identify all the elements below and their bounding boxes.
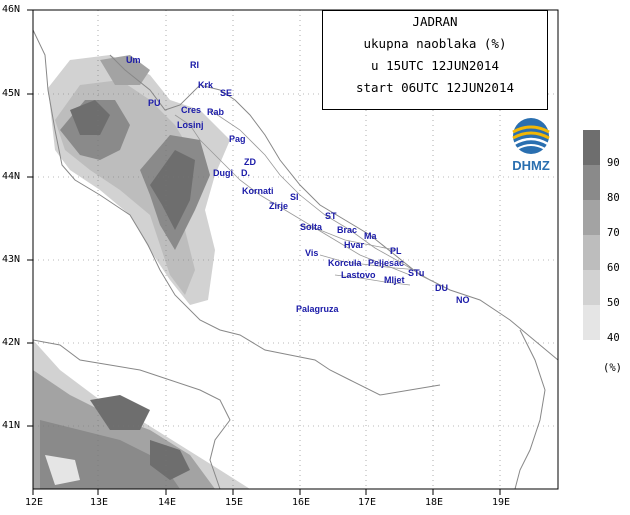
lat-label-42n: 42N — [2, 337, 21, 348]
place-pag: Pag — [229, 134, 246, 144]
place-ma: Ma — [364, 231, 377, 241]
logo-text: DHMZ — [512, 158, 550, 173]
place-no: NO — [456, 295, 470, 305]
lon-label-12e: 12E — [25, 497, 44, 508]
place-pu: PU — [148, 98, 161, 108]
place-rab: Rab — [207, 107, 225, 117]
legend-swatch-40 — [583, 305, 600, 340]
dhmz-emblem-icon — [512, 118, 550, 154]
lat-label-45n: 45N — [2, 88, 21, 99]
lon-label-16e: 16E — [292, 497, 311, 508]
legend-label-60: 60 — [607, 262, 620, 274]
lat-label-46n: 46N — [2, 4, 21, 15]
legend-swatch-60 — [583, 235, 600, 270]
place-lastovo: Lastovo — [341, 270, 376, 280]
legend-swatch-50 — [583, 270, 600, 305]
legend-swatch-80 — [583, 165, 600, 200]
place-hvar: Hvar — [344, 240, 365, 250]
place-brac: Brac — [337, 225, 358, 235]
dhmz-logo: DHMZ — [502, 114, 560, 184]
title-valid-time: u 15UTC 12JUN2014 — [371, 58, 499, 73]
legend-swatch-90 — [583, 130, 600, 165]
lat-label-43n: 43N — [2, 254, 21, 265]
legend-label-70: 70 — [607, 227, 620, 239]
place-st: ST — [325, 211, 337, 221]
place-um: Um — [126, 55, 141, 65]
title-variable: ukupna naoblaka (%) — [363, 36, 507, 51]
legend-label-40: 40 — [607, 332, 620, 344]
place-mljet: Mljet — [384, 275, 405, 285]
place-du: DU — [435, 283, 448, 293]
legend-unit: (%) — [603, 362, 622, 374]
place-ri: RI — [190, 60, 199, 70]
title-region: JADRAN — [412, 14, 458, 29]
place-cres: Cres — [181, 105, 202, 115]
place-zirje: Zirje — [269, 201, 289, 211]
title-box: JADRAN ukupna naoblaka (%) u 15UTC 12JUN… — [322, 10, 548, 110]
legend-swatch-70 — [583, 200, 600, 235]
place-dugi: Dugi — [213, 168, 233, 178]
place-krk: Krk — [198, 80, 214, 90]
place-palagruza: Palagruza — [296, 304, 339, 314]
place-pl: PL — [390, 246, 402, 256]
place-korcula: Korcula — [328, 258, 362, 268]
place-se: SE — [220, 88, 233, 98]
lon-label-14e: 14E — [158, 497, 177, 508]
lon-label-18e: 18E — [425, 497, 444, 508]
place-zd: ZD — [244, 157, 256, 167]
place-kornati: Kornati — [242, 186, 274, 196]
lon-label-19e: 19E — [492, 497, 511, 508]
place-si: SI — [290, 192, 299, 202]
legend-label-80: 80 — [607, 192, 620, 204]
lon-label-15e: 15E — [225, 497, 244, 508]
lon-label-17e: 17E — [358, 497, 377, 508]
lon-label-13e: 13E — [90, 497, 109, 508]
place-stu: STu — [408, 268, 425, 278]
place-d: D. — [241, 168, 250, 178]
lat-label-44n: 44N — [2, 171, 21, 182]
place-vis: Vis — [305, 248, 319, 258]
title-run-start: start 06UTC 12JUN2014 — [355, 80, 515, 95]
legend-label-50: 50 — [607, 297, 620, 309]
place-solta: Solta — [300, 222, 323, 232]
legend-label-90: 90 — [607, 157, 620, 169]
place-losinj: Losinj — [177, 120, 204, 130]
place-peljesac: Peljesac — [368, 258, 405, 268]
lat-label-41n: 41N — [2, 420, 21, 431]
